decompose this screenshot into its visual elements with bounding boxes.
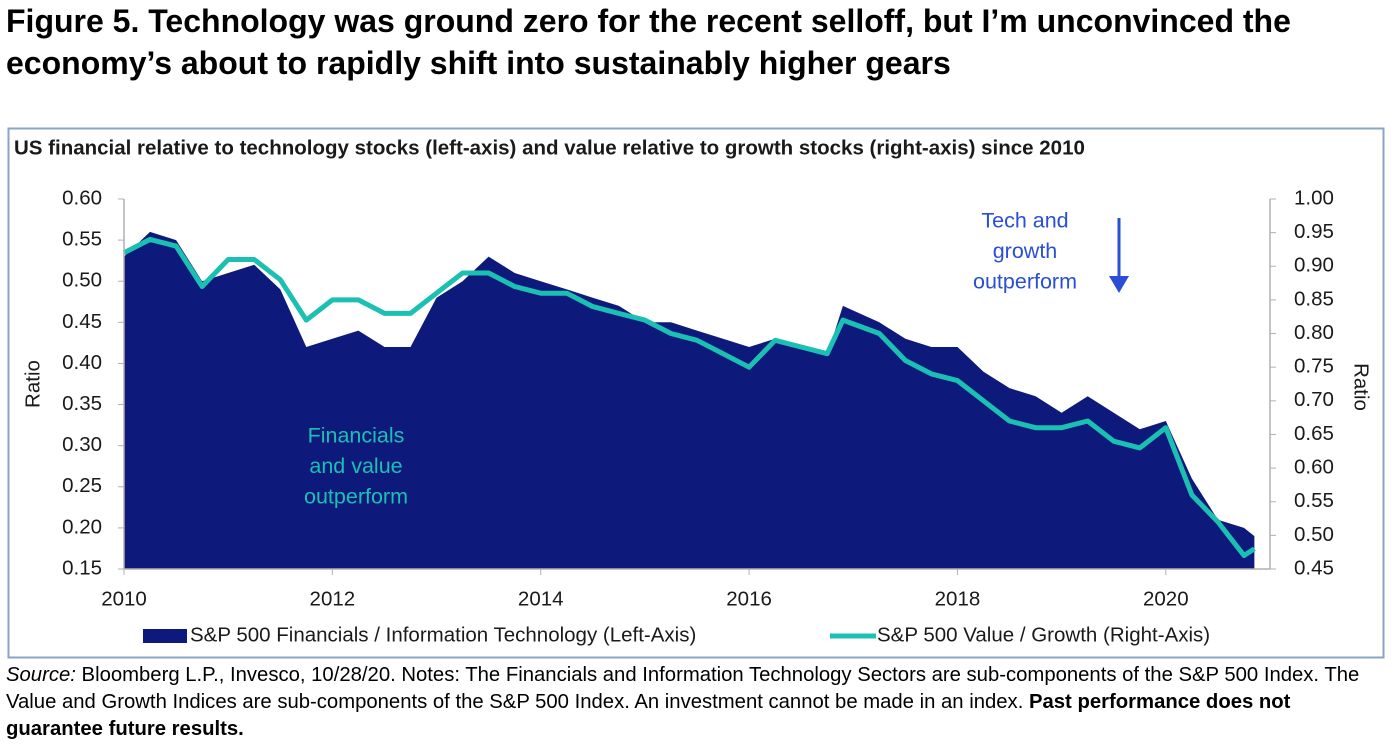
x-tick-label: 2014: [518, 587, 564, 610]
y2-tick-label: 0.85: [1294, 287, 1334, 310]
y2-tick-label: 0.95: [1294, 220, 1334, 243]
annotation: outperform: [973, 270, 1077, 294]
line-series: [122, 236, 1256, 558]
y2-tick-label: 0.45: [1294, 556, 1334, 579]
y2-tick-label: 1.00: [1294, 186, 1334, 209]
notes-emphasis: Past performance does not guarantee futu…: [6, 691, 1291, 740]
chart-title: Figure 5. Technology was ground zero for…: [6, 3, 1291, 81]
y2-tick-label: 0.75: [1294, 355, 1334, 378]
y-tick-label: 0.30: [62, 433, 102, 456]
legend-label: S&P 500 Financials / Information Technol…: [190, 623, 696, 646]
y2-tick-label: 0.90: [1294, 254, 1334, 277]
y-tick-label: 0.20: [62, 515, 102, 538]
y-tick-label: 0.25: [62, 474, 102, 497]
x-tick-label: 2010: [101, 587, 147, 610]
x-tick-label: 2018: [935, 587, 981, 610]
y2-tick-label: 0.70: [1294, 388, 1334, 411]
x-tick-label: 2012: [310, 587, 356, 610]
annotation: Tech and: [981, 209, 1068, 233]
legend-swatch: [143, 629, 187, 643]
notes: Source: Bloomberg L.P., Invesco, 10/28/2…: [6, 662, 1384, 743]
y-tick-label: 0.15: [62, 556, 102, 579]
source-label: Source:: [6, 664, 76, 686]
y2-tick-label: 0.55: [1294, 489, 1334, 512]
annotation: outperform: [304, 485, 408, 509]
y-tick-label: 0.50: [62, 269, 102, 292]
y2-tick-label: 0.65: [1294, 422, 1334, 445]
annotation: and value: [309, 454, 402, 478]
y-tick-label: 0.40: [62, 351, 102, 374]
y2-tick-label: 0.50: [1294, 523, 1334, 546]
x-tick-label: 2016: [726, 587, 772, 610]
y-tick-label: 0.55: [62, 228, 102, 251]
chart-frame: [7, 127, 1385, 659]
legend-label: S&P 500 Value / Growth (Right-Axis): [877, 623, 1210, 646]
notes-text: Bloomberg L.P., Invesco, 10/28/20. Notes…: [6, 664, 1360, 713]
annotation-arrow-head: [1109, 276, 1129, 293]
chart-subtitle: US financial relative to technology stoc…: [14, 136, 1085, 159]
y-axis-label: Ratio: [21, 360, 44, 408]
x-tick-label: 2020: [1143, 587, 1189, 610]
y2-tick-label: 0.60: [1294, 456, 1334, 479]
y-tick-label: 0.60: [62, 186, 102, 209]
annotation: growth: [993, 239, 1058, 263]
y2-axis-label: Ratio: [1350, 363, 1373, 411]
y-tick-label: 0.35: [62, 392, 102, 415]
area-series: [124, 231, 1255, 569]
annotation: Financials: [308, 424, 405, 448]
y-tick-label: 0.45: [62, 310, 102, 333]
y2-tick-label: 0.80: [1294, 321, 1334, 344]
